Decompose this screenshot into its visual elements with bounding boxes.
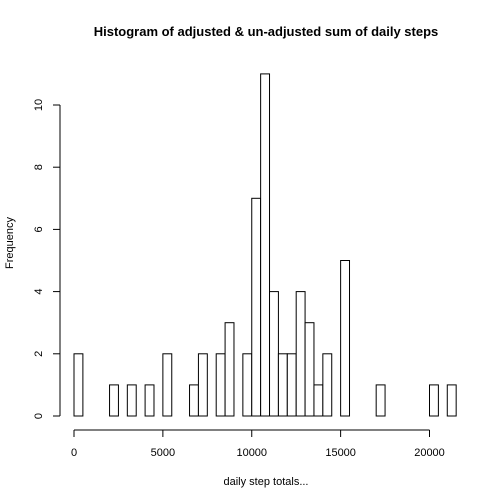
histogram-bar bbox=[144, 384, 155, 417]
histogram-bar bbox=[277, 353, 288, 417]
histogram-bar bbox=[260, 73, 271, 417]
y-axis: 0 2 4 6 8 10 bbox=[33, 99, 61, 419]
histogram-bar bbox=[429, 384, 439, 417]
y-axis-label: Frequency bbox=[4, 217, 16, 269]
histogram-bar bbox=[375, 384, 386, 417]
bars-group bbox=[73, 73, 457, 417]
histogram-bar bbox=[197, 353, 208, 417]
x-tick-label: 0 bbox=[71, 447, 77, 459]
x-tick-label: 5000 bbox=[151, 447, 175, 459]
x-axis: 0 5000 10000 15000 20000 bbox=[71, 429, 445, 459]
histogram-bar bbox=[286, 353, 297, 417]
x-tick-label: 15000 bbox=[325, 447, 356, 459]
histogram-bar bbox=[322, 353, 333, 417]
y-tick-label: 2 bbox=[33, 351, 45, 357]
histogram-bar bbox=[313, 384, 324, 417]
histogram-bar bbox=[73, 353, 84, 417]
histogram-bar bbox=[340, 260, 351, 417]
y-tick-label: 6 bbox=[33, 226, 45, 232]
histogram-bar bbox=[295, 291, 306, 417]
histogram-bar bbox=[162, 353, 173, 417]
histogram-bar bbox=[269, 291, 279, 417]
histogram-bar bbox=[251, 197, 262, 417]
x-tick-label: 20000 bbox=[414, 447, 445, 459]
x-tick-label: 10000 bbox=[236, 447, 267, 459]
x-axis-label: daily step totals... bbox=[224, 476, 309, 488]
histogram-bar bbox=[189, 384, 199, 417]
histogram-bar bbox=[126, 384, 137, 417]
histogram-bar bbox=[304, 322, 315, 417]
chart-title: Histogram of adjusted & un-adjusted sum … bbox=[94, 24, 439, 39]
y-tick-label: 10 bbox=[33, 99, 45, 111]
histogram-bar bbox=[224, 322, 235, 417]
y-tick-label: 4 bbox=[33, 289, 45, 295]
histogram-bar bbox=[242, 353, 253, 417]
y-tick-label: 8 bbox=[33, 164, 45, 170]
histogram-bar bbox=[215, 353, 226, 417]
histogram-bar bbox=[446, 384, 457, 417]
y-tick-label: 0 bbox=[33, 413, 45, 419]
histogram-bar bbox=[109, 384, 119, 417]
